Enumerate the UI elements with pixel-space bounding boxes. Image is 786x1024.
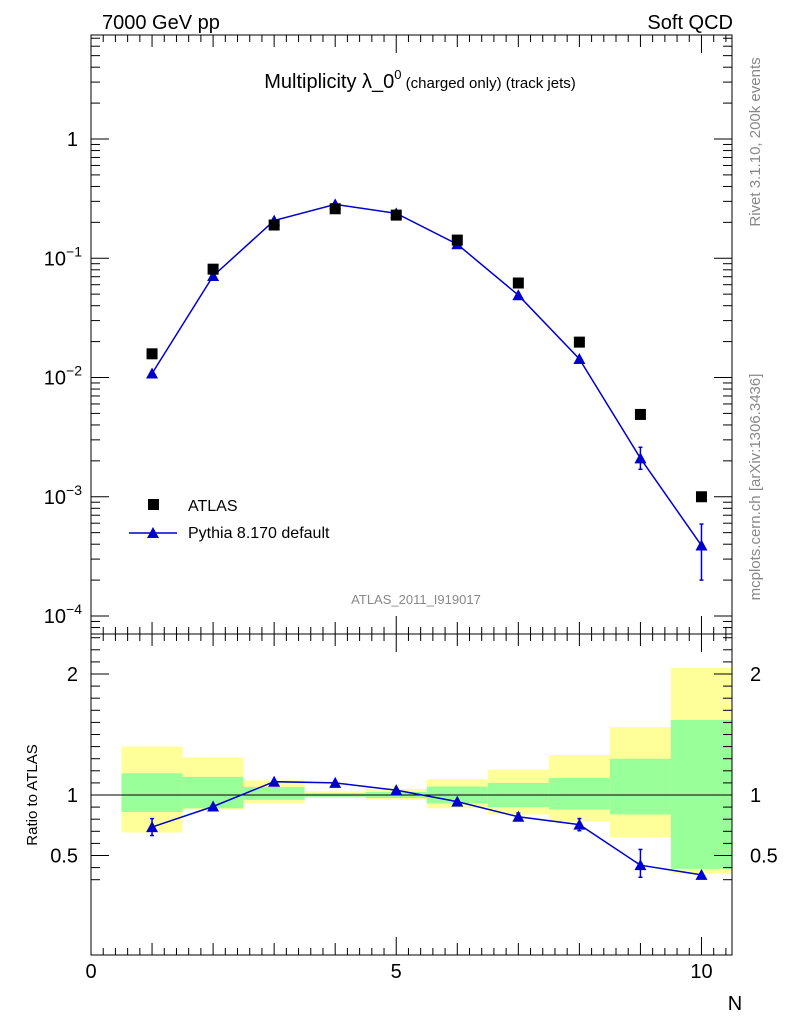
data-series [146,203,707,503]
title-sup: 0 [394,67,401,82]
ratio-mc-line [151,780,702,876]
rivet-label: Rivet 3.1.10, 200k events [747,57,764,226]
ratio-y-tick-label: 2 [67,664,78,686]
atlas-point [390,209,402,221]
atlas-point [512,277,524,289]
legend-marker-atlas [148,499,159,510]
ratio-inner-band [670,719,732,869]
legend: ATLAS Pythia 8.170 default [129,498,330,542]
atlas-point [268,219,280,231]
mc-point [573,352,586,364]
ratio-y-tick-label-right: 2 [750,664,761,686]
legend-marker-mc [147,527,159,538]
ratio-frame [90,633,733,956]
tick-base: 10 [44,487,66,509]
energy-label: 7000 GeV pp [102,12,220,34]
tick-exp: −3 [66,482,82,498]
atlas-point [207,263,219,275]
ratio-panel: 0.5 0.5 1 1 2 2 0 5 10 Ratio to ATLAS N [24,633,778,1015]
ratio-mc-point [146,821,159,833]
x-tick-label: 10 [690,961,712,983]
x-tick-label: 5 [391,961,402,983]
main-y-tick-label: 10−4 [44,601,82,628]
x-tick-label: 0 [85,961,96,983]
mc-point [207,269,220,281]
ratio-mc-point [695,868,708,880]
mc-line [151,203,703,546]
main-y-tick-label: 10−3 [44,482,82,509]
ratio-mc-point [207,800,220,812]
ratio-mc-point [390,784,403,796]
main-axis-ticks [90,35,732,634]
ratio-tick-labels: 0.5 0.5 1 1 2 2 0 5 10 [50,664,778,983]
title-sub: (charged only) (track jets) [402,75,576,92]
ratio-y-tick-label: 0.5 [50,846,78,868]
tick-base: 10 [44,368,66,390]
tick-exp: −4 [66,601,82,617]
title-main: Multiplicity λ_0 [264,71,394,93]
mcplots-label: mcplots.cern.ch [arXiv:1306.3436] [747,374,764,601]
ratio-y-tick-label: 1 [67,785,78,807]
atlas-point [451,234,463,246]
main-frame [90,34,733,635]
x-axis-label: N [728,993,742,1015]
atlas-point [146,348,158,360]
ratio-inner-band [243,787,305,800]
category-label: Soft QCD [647,12,733,34]
ratio-mc-point [268,775,281,787]
ratio-y-tick-label-right: 1 [750,785,761,807]
legend-label-mc: Pythia 8.170 default [188,525,330,542]
atlas-point [573,336,585,348]
ratio-mc-series [146,775,708,880]
ratio-mc-point [512,810,525,822]
ratio-inner-band [121,773,183,812]
atlas-point [329,203,341,215]
mc-point [695,539,708,551]
mc-point [512,289,525,301]
ratio-mc-point [573,818,586,830]
tick-base: 10 [44,248,66,270]
ratio-axis-ticks [90,634,732,955]
main-y-tick-label: 10−2 [44,363,82,390]
main-y-tick-label: 1 [67,129,78,151]
ratio-inner-band [609,758,671,815]
analysis-tag: ATLAS_2011_I919017 [351,592,481,607]
ratio-y-axis-label: Ratio to ATLAS [24,744,41,845]
ratio-mc-point [329,776,342,788]
atlas-point [634,408,646,420]
tick-exp: −2 [66,363,82,379]
ratio-mc-point [634,859,647,871]
ratio-bands [121,667,732,874]
mc-point [146,367,159,379]
mc-point [634,452,647,464]
ratio-y-tick-label-right: 0.5 [750,846,778,868]
atlas-point [695,491,707,503]
mc-series [146,198,708,581]
tick-base: 10 [44,606,66,628]
ratio-inner-band [548,778,610,810]
main-y-tick-label: 10−1 [44,243,82,270]
legend-label-atlas: ATLAS [188,498,238,515]
plot-title: Multiplicity λ_00 (charged only) (track … [264,67,576,93]
tick-exp: −1 [66,243,82,259]
ratio-mc-point [451,795,464,807]
main-y-tick-labels: 10−410−310−210−11 [44,129,82,628]
main-panel: 10−410−310−210−11 ATLAS Pythia 8.170 def… [44,34,733,635]
